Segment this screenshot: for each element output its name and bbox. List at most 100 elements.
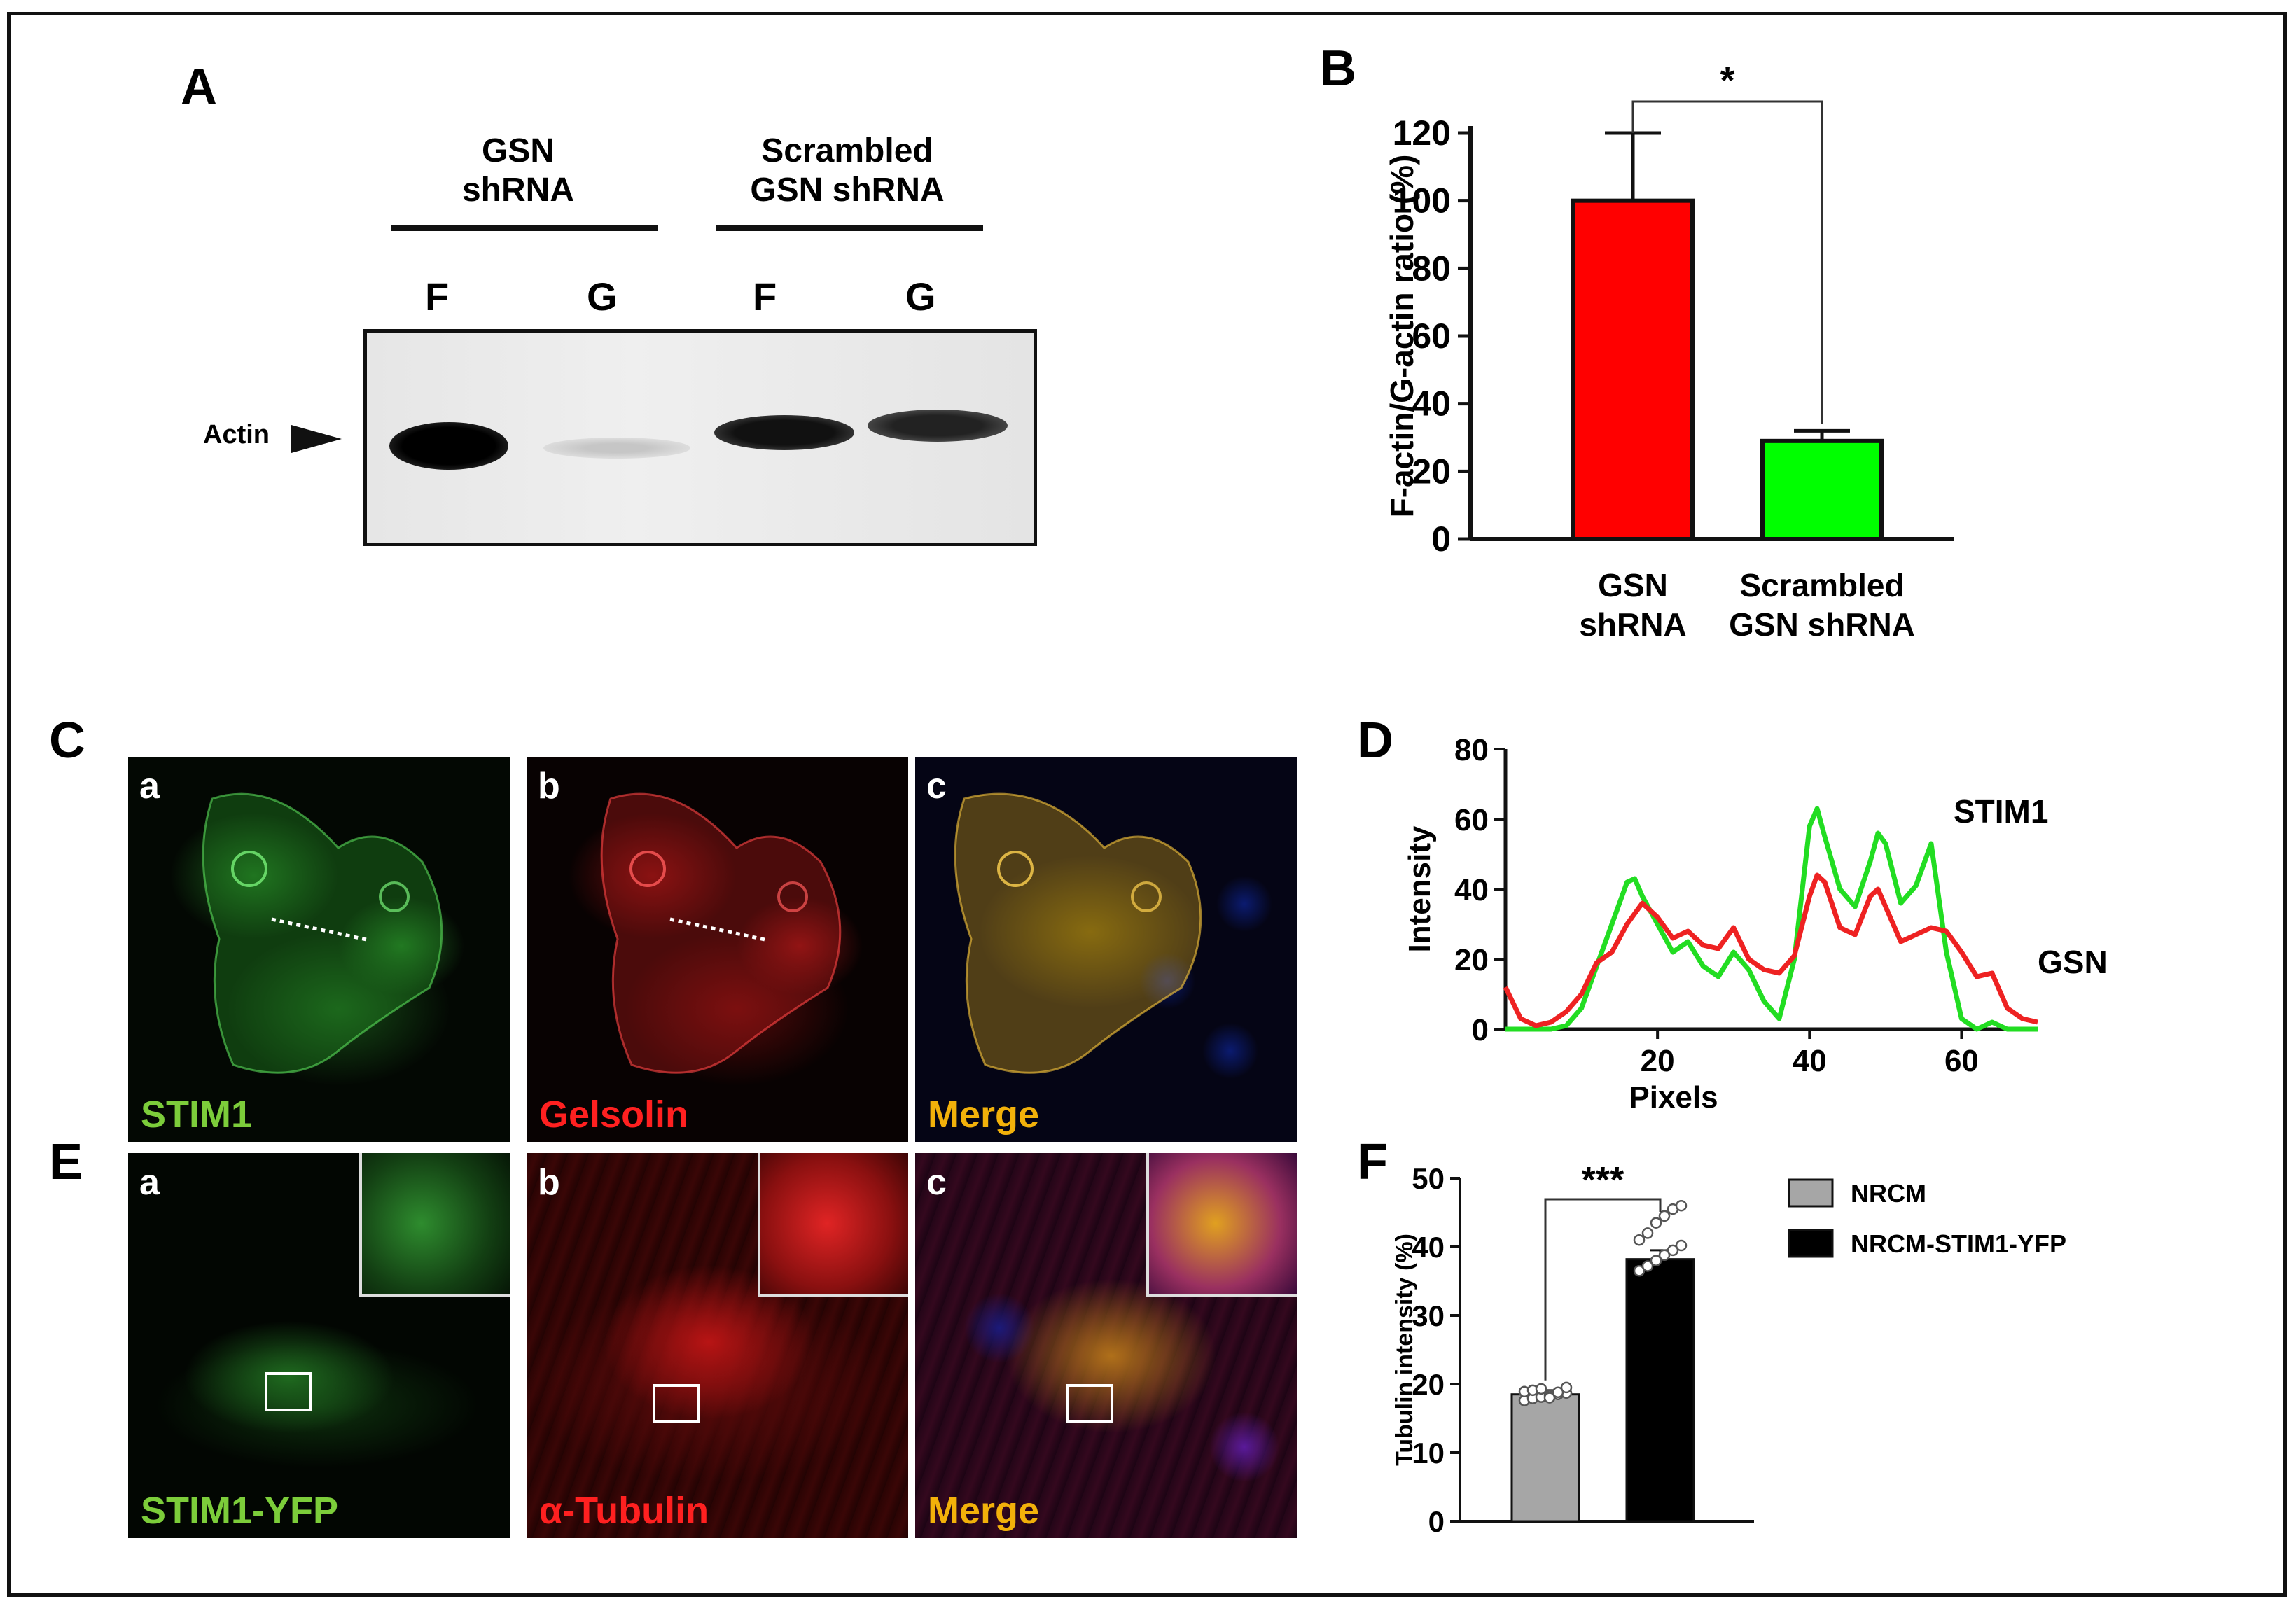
micrograph-gelsolin: b Gelsolin	[527, 757, 908, 1142]
series-line-stim1	[1505, 806, 2038, 1032]
data-point	[1633, 1265, 1646, 1277]
x-tick-label: 60	[1944, 1044, 1979, 1078]
y-tick-label: 100	[1393, 181, 1451, 221]
zoom-inset	[758, 1153, 908, 1297]
panel-c-letter: C	[49, 713, 85, 769]
y-tick-label: 40	[1412, 1231, 1445, 1264]
image-label: c	[926, 1162, 947, 1203]
y-tick-label: 60	[1412, 316, 1451, 356]
y-tick-label: 0	[1472, 1013, 1489, 1047]
cell-outline	[600, 792, 842, 1074]
micrograph-merge: c Merge	[915, 757, 1297, 1142]
bar	[1625, 1258, 1695, 1523]
data-point	[1641, 1260, 1654, 1272]
y-tick-label: 40	[1412, 384, 1451, 424]
micrograph-stim1: a STIM1	[128, 757, 510, 1142]
cell-outline	[954, 792, 1202, 1074]
y-axis-label: Intensity	[1403, 825, 1437, 952]
group-header-scrambled: Scrambled GSN shRNA	[707, 132, 987, 210]
y-axis-label: Tubulin intensity (%)	[1391, 1234, 1418, 1466]
image-label: a	[139, 766, 160, 806]
data-point	[1560, 1381, 1573, 1394]
panel-e-letter: E	[49, 1134, 83, 1190]
lane-label: G	[587, 274, 618, 319]
image-name: Merge	[928, 1490, 1040, 1532]
band-gsn-g	[543, 438, 690, 459]
data-point	[1658, 1249, 1671, 1262]
x-category-label: GSN shRNA	[1729, 606, 1915, 643]
figure-frame	[7, 12, 2287, 1597]
y-tick-label: 80	[1412, 249, 1451, 288]
legend-swatch	[1788, 1178, 1834, 1208]
panel-b-letter: B	[1320, 41, 1356, 97]
data-point	[1667, 1244, 1679, 1257]
group-underline-scrambled	[716, 225, 983, 231]
y-tick-label: 20	[1412, 452, 1451, 491]
y-tick-label: 0	[1428, 1505, 1445, 1538]
data-point	[1675, 1199, 1688, 1212]
x-category-label: Scrambled	[1739, 567, 1904, 603]
western-blot-image	[363, 329, 1037, 546]
region-of-interest-box	[1066, 1384, 1113, 1423]
line-chart-intensity: 0 20 40 60 80 20 40 60 Pixels Intensity STIM1 GSN	[1403, 733, 2108, 1115]
significance-mark: *	[1720, 60, 1734, 102]
y-tick-label: 20	[1412, 1368, 1445, 1401]
group-header-line1: Scrambled	[761, 132, 933, 169]
image-label: b	[538, 1162, 560, 1203]
x-category-label: shRNA	[1579, 606, 1686, 643]
legend-label: NRCM-STIM1-YFP	[1851, 1229, 2066, 1258]
y-tick-label: 20	[1454, 943, 1489, 977]
y-tick-label: 40	[1454, 873, 1489, 907]
panel-a-letter: A	[181, 59, 217, 115]
region-of-interest-box	[653, 1384, 700, 1423]
bar	[1510, 1393, 1580, 1523]
data-point	[1641, 1227, 1654, 1239]
y-tick-label: 120	[1393, 113, 1451, 153]
data-point	[1675, 1239, 1688, 1252]
y-tick-label: 30	[1412, 1299, 1445, 1332]
bar	[1760, 438, 1884, 541]
image-name: α-Tubulin	[539, 1490, 709, 1532]
data-point	[1535, 1383, 1547, 1395]
legend-label: NRCM	[1851, 1179, 1926, 1208]
legend-swatch	[1788, 1229, 1834, 1258]
significance-bracket	[1544, 1198, 1662, 1381]
image-name: Gelsolin	[539, 1094, 689, 1136]
series-label: GSN	[2038, 944, 2108, 980]
zoom-inset	[1146, 1153, 1297, 1297]
data-point	[1552, 1386, 1564, 1399]
data-point	[1650, 1217, 1662, 1229]
image-label: a	[139, 1162, 160, 1203]
data-point	[1650, 1255, 1662, 1266]
y-tick-label: 50	[1412, 1162, 1445, 1195]
cell-outline	[202, 792, 443, 1074]
arrowhead-icon	[291, 425, 342, 453]
micrograph-alpha-tubulin: b α-Tubulin	[527, 1153, 908, 1538]
image-name: Merge	[928, 1094, 1040, 1136]
y-axis-label: F-actin/G-actin ratio (%)	[1384, 155, 1420, 518]
panel-f-letter: F	[1357, 1134, 1388, 1190]
image-name: STIM1-YFP	[141, 1490, 339, 1532]
micrograph-stim1-yfp: a STIM1-YFP	[128, 1153, 510, 1538]
group-header-line2: GSN shRNA	[750, 172, 945, 209]
band-scr-f	[714, 415, 854, 450]
image-label: c	[926, 766, 947, 806]
data-point	[1658, 1210, 1671, 1222]
lane-label: F	[425, 274, 450, 319]
x-category-label: GSN	[1598, 567, 1668, 603]
x-tick-label: 40	[1793, 1044, 1827, 1078]
band-scr-g	[868, 410, 1008, 442]
y-tick-label: 80	[1454, 733, 1489, 767]
region-of-interest-box	[265, 1372, 312, 1411]
series-line-gsn	[1503, 872, 2038, 1028]
zoom-inset	[359, 1153, 510, 1297]
band-gsn-f	[389, 422, 508, 470]
group-header-gsn-shrna: GSN shRNA	[392, 132, 644, 210]
panel-d-letter: D	[1357, 713, 1393, 769]
lane-label: F	[753, 274, 777, 319]
lane-label: G	[905, 274, 936, 319]
significance-bracket	[1631, 100, 1823, 424]
data-point	[1633, 1234, 1646, 1246]
